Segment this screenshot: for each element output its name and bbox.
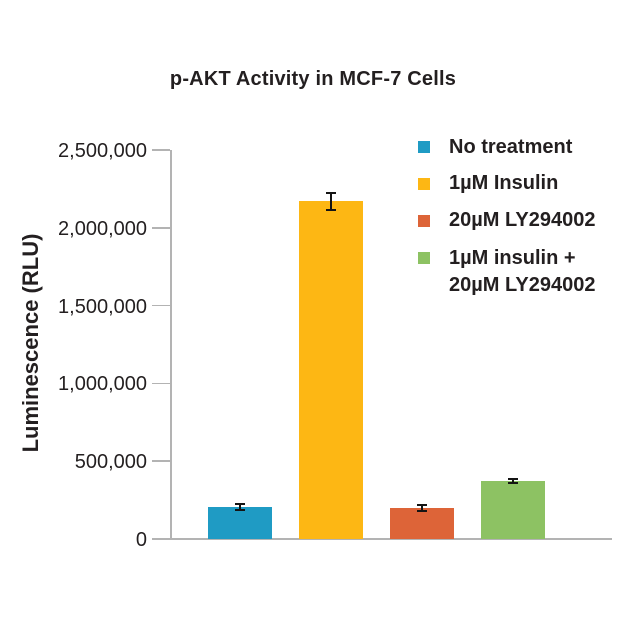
legend-label-line: 20µM LY294002: [449, 209, 596, 231]
y-axis-line: [170, 150, 172, 539]
error-whisker-no-treatment: [239, 503, 241, 511]
legend-label-1-m-insulin-20-m-ly294002: 1µM insulin + 20µM LY294002: [449, 245, 595, 299]
legend-swatch-1-m-insulin: [418, 177, 430, 190]
y-tick: [152, 460, 170, 462]
error-cap-bottom-20-m-ly294002: [417, 509, 427, 513]
y-tick-label: 2,500,000: [58, 140, 147, 162]
legend-label-20-m-ly294002: 20µM LY294002: [449, 207, 595, 234]
y-tick-label: 2,000,000: [58, 217, 147, 240]
y-tick: [152, 304, 170, 307]
chart-title: p-AKT Activity in MCF-7 Cells: [169, 68, 457, 90]
error-cap-bottom-1-m-insulin: [326, 208, 336, 212]
y-tick: [152, 382, 170, 385]
error-cap-top-20-m-ly294002: [417, 503, 427, 507]
error-cap-top-1-m-insulin-20-m-ly294002: [508, 477, 518, 481]
y-tick-label: 0: [135, 529, 147, 551]
error-cap-top-no-treatment: [235, 502, 245, 506]
legend-label-line: 1µM insulin +: [449, 246, 576, 269]
legend-swatch-no-treatment: [418, 141, 430, 153]
bar-20-m-ly294002: [390, 507, 454, 539]
legend-label-no-treatment: No treatment: [449, 134, 572, 161]
error-cap-bottom-1-m-insulin-20-m-ly294002: [508, 481, 518, 485]
legend-swatch-20-m-ly294002: [418, 214, 430, 227]
error-whisker-1-m-insulin-20-m-ly294002: [512, 479, 514, 483]
y-tick-label: 1,000,000: [58, 373, 147, 396]
y-tick: [152, 227, 170, 229]
error-cap-top-1-m-insulin: [326, 191, 336, 195]
legend-label-line: 20µM LY294002: [449, 273, 596, 296]
bar-1-m-insulin: [299, 201, 363, 539]
legend-label-line: No treatment: [449, 135, 573, 158]
bar-1-m-insulin-20-m-ly294002: [481, 481, 545, 539]
y-tick-label: 500,000: [74, 451, 147, 474]
x-axis-line: [152, 538, 612, 540]
error-cap-bottom-no-treatment: [235, 508, 245, 512]
y-tick-label: 1,500,000: [58, 295, 147, 318]
legend-label-line: 1µM Insulin: [449, 172, 559, 194]
error-whisker-1-m-insulin: [330, 192, 332, 210]
y-tick: [152, 149, 170, 151]
legend-swatch-1-m-insulin-20-m-ly294002: [418, 252, 430, 264]
bar-no-treatment: [208, 507, 272, 539]
error-whisker-20-m-ly294002: [421, 504, 423, 511]
legend-label-1-m-insulin: 1µM Insulin: [449, 170, 558, 197]
